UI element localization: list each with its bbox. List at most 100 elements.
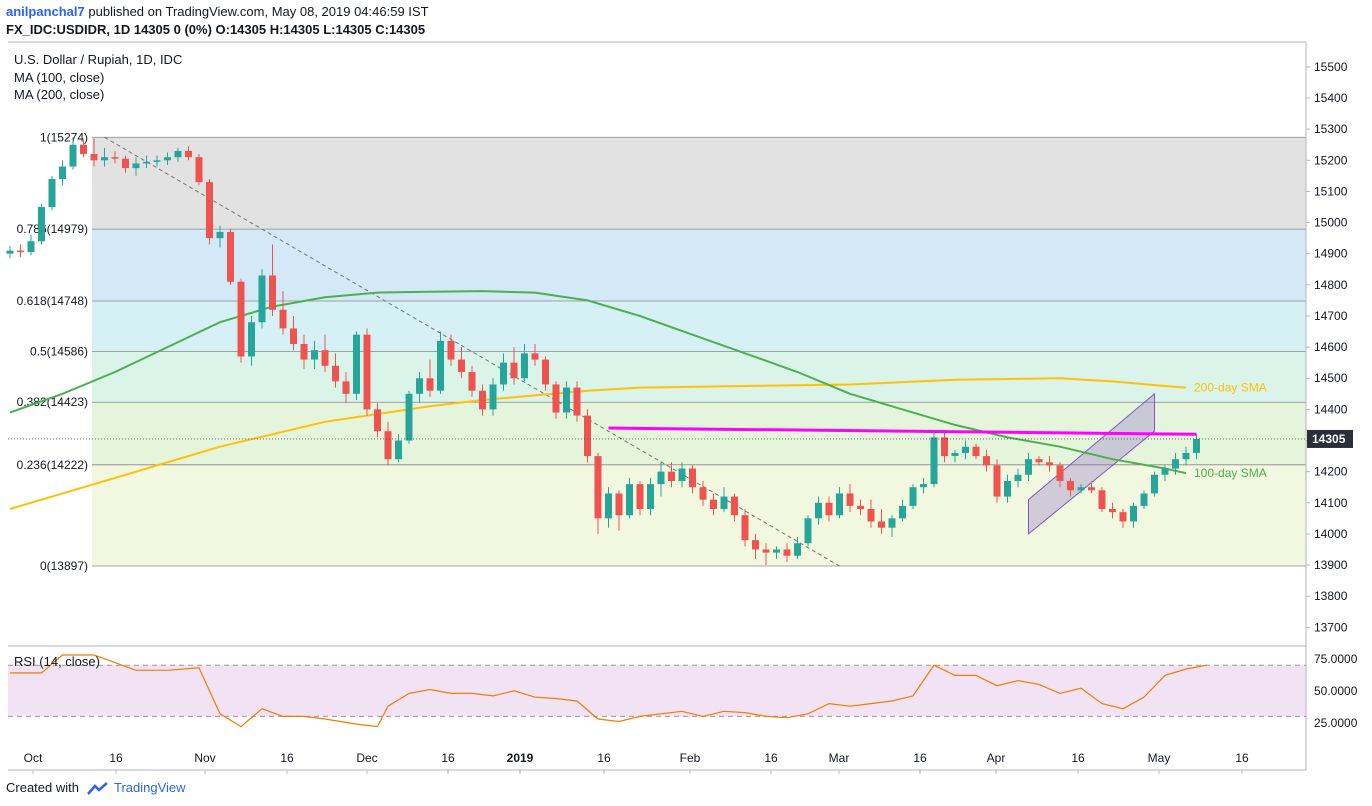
candle-body <box>710 499 717 510</box>
candle-body <box>510 362 518 379</box>
candle-body <box>878 521 885 528</box>
candle-body <box>101 157 108 161</box>
candle-body <box>437 340 444 391</box>
falling-trendline <box>104 136 840 567</box>
sma200-annotation: 200-day SMA <box>1194 381 1267 395</box>
candle-body <box>153 160 161 162</box>
candle-body <box>363 334 371 410</box>
candle-body <box>930 437 938 485</box>
candle-body <box>867 509 875 522</box>
candle-body <box>983 456 990 466</box>
candle-body <box>1098 490 1106 510</box>
y-tick-label: 14000 <box>1314 527 1348 541</box>
resistance-line <box>608 426 1197 436</box>
candle-body <box>941 437 948 457</box>
tradingview-brand[interactable]: TradingView <box>114 780 186 795</box>
candle-body <box>416 378 423 394</box>
candle-body <box>500 362 507 385</box>
candle-body <box>1025 459 1032 475</box>
y-tick-label: 15300 <box>1314 122 1348 136</box>
candle-body <box>563 387 570 413</box>
candle-body <box>825 502 833 516</box>
candle-body <box>80 144 87 155</box>
x-tick-label: 16 <box>597 751 611 765</box>
y-tick-label: 15400 <box>1314 91 1348 105</box>
fib-level-label: 0.618(14748) <box>17 294 88 308</box>
ma200-line <box>9 377 1187 510</box>
candle-body <box>290 328 297 344</box>
candle-body <box>458 359 465 373</box>
candle-body <box>206 182 213 239</box>
candle-body <box>48 178 56 208</box>
candle-body <box>542 359 549 385</box>
x-tick-label: 16 <box>1235 751 1249 765</box>
y-tick-label: 15000 <box>1314 216 1348 230</box>
candle-body <box>311 350 318 360</box>
candle-body <box>1161 468 1169 475</box>
ma200-legend: MA (200, close) <box>14 87 105 102</box>
candle-body <box>468 372 476 391</box>
footer: Created with TradingView <box>6 780 186 796</box>
x-tick-label: 16 <box>764 751 778 765</box>
candle-body <box>909 487 917 506</box>
x-tick-label: Nov <box>194 751 215 765</box>
sma100-annotation: 100-day SMA <box>1194 466 1267 480</box>
x-tick-label: 16 <box>441 751 455 765</box>
candle-body <box>668 471 675 481</box>
symbol-line: FX_IDC:USDIDR, 1D 14305 0 (0%) O:14305 H… <box>6 22 426 37</box>
candle-body <box>846 493 854 506</box>
candle-body <box>174 150 182 158</box>
fib-zone <box>92 137 1306 230</box>
candle-body <box>899 505 906 519</box>
fib-zone <box>92 229 1306 302</box>
rsi-tick-label: 75.0000 <box>1314 652 1358 666</box>
last-price-value: 14305 <box>1312 432 1346 446</box>
y-tick-label: 14800 <box>1314 278 1348 292</box>
candle-body <box>27 241 35 253</box>
candle-body <box>258 275 266 323</box>
candle-body <box>279 309 287 329</box>
candle-body <box>1182 452 1190 460</box>
x-tick-label: Dec <box>356 751 377 765</box>
candle-body <box>993 465 1001 497</box>
candle-body <box>59 166 66 179</box>
candle-body <box>594 456 602 519</box>
x-tick-label: Mar <box>829 751 850 765</box>
candle-body <box>720 496 728 510</box>
candle-body <box>783 549 791 556</box>
candle-body <box>1151 474 1158 494</box>
candle-body <box>164 157 171 161</box>
candle-body <box>521 353 528 379</box>
candle-body <box>269 275 276 310</box>
candle-body <box>731 496 738 516</box>
candle-body <box>248 322 255 357</box>
candle-body <box>752 540 759 550</box>
candle-body <box>6 250 14 254</box>
y-tick-label: 14500 <box>1314 371 1348 385</box>
candle-body <box>531 353 539 360</box>
candle-body <box>815 502 822 519</box>
candle-body <box>626 484 633 516</box>
fib-zone <box>92 464 1306 566</box>
candle-body <box>227 231 234 282</box>
candle-body <box>1077 487 1085 491</box>
candle-body <box>38 207 45 242</box>
candle-body <box>773 549 780 553</box>
y-tick-label: 15200 <box>1314 153 1348 167</box>
y-tick-label: 13900 <box>1314 558 1348 572</box>
fib-level-label: 0.786(14979) <box>17 222 88 236</box>
candle-body <box>395 440 402 460</box>
candle-body <box>479 390 486 410</box>
candle-body <box>584 415 591 457</box>
x-tick-label: May <box>1148 751 1171 765</box>
publisher-link[interactable]: anilpanchal7 <box>6 4 85 19</box>
x-tick-label: 16 <box>280 751 294 765</box>
ma100-legend: MA (100, close) <box>14 70 105 85</box>
y-tick-label: 14600 <box>1314 340 1348 354</box>
fib-level-label: 0(13897) <box>40 559 88 573</box>
candle-body <box>111 157 119 159</box>
y-tick-label: 15100 <box>1314 184 1348 198</box>
fib-level-label: 1(15274) <box>40 130 88 144</box>
candle-body <box>1193 438 1200 453</box>
